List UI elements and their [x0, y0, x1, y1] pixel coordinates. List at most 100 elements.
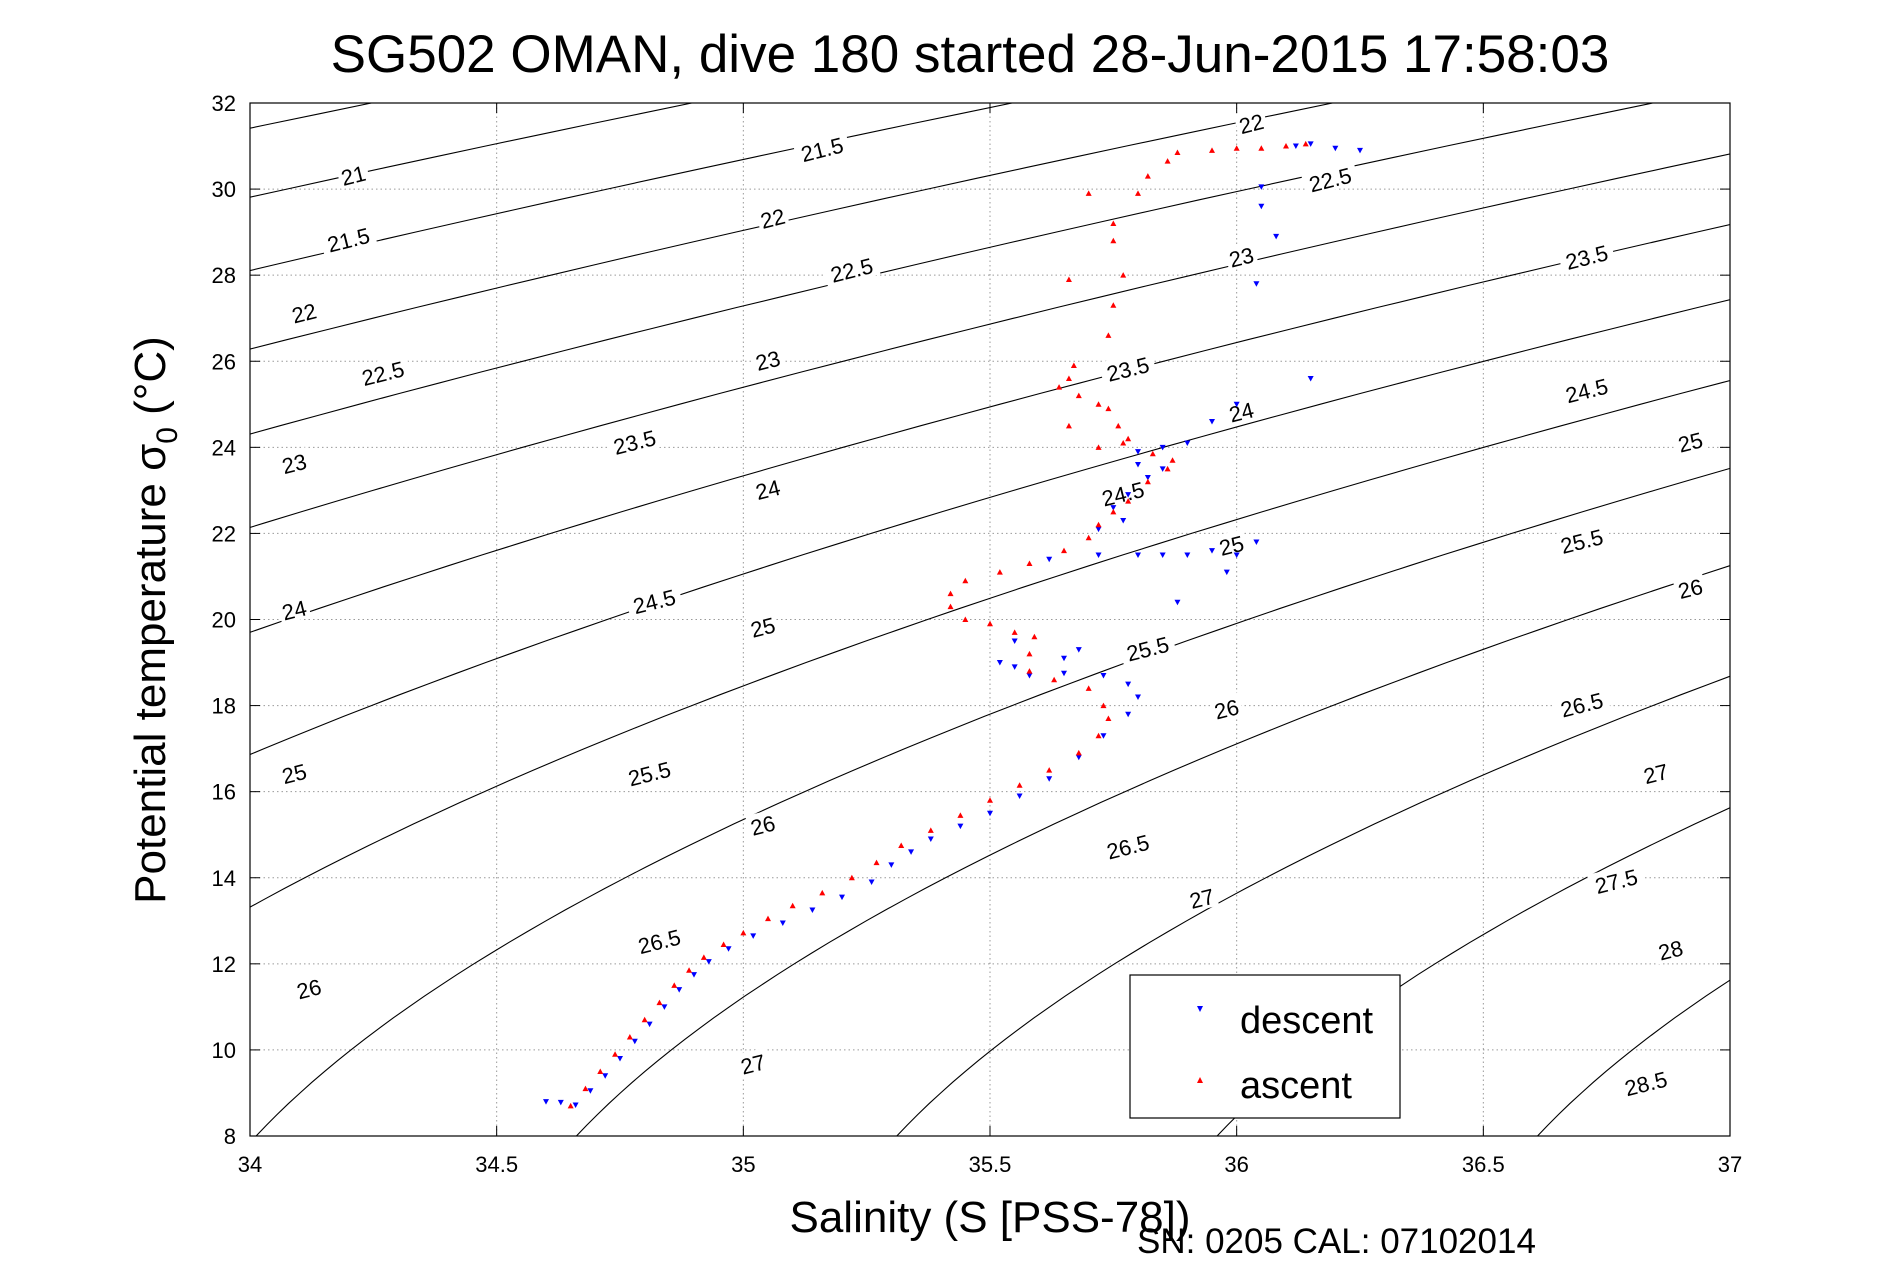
x-tick-label: 34.5 — [475, 1152, 518, 1177]
descent-point — [1095, 526, 1102, 533]
contour-label-halo — [1098, 827, 1157, 864]
legend-label-ascent: ascent — [1240, 1065, 1352, 1107]
contour-label-halo — [1616, 1064, 1675, 1101]
isopycnal-line — [896, 675, 1730, 1136]
ascent-point — [898, 842, 905, 848]
contour-label-text: 26 — [294, 974, 324, 1004]
contour-label-text: 25 — [279, 759, 309, 789]
y-tick-label: 20 — [212, 608, 236, 633]
x-axis-label: Salinity (S [PSS-78]) — [789, 1193, 1190, 1242]
contour-label-halo — [1652, 933, 1688, 965]
ascent-point — [1110, 508, 1117, 515]
ascent-point — [1095, 401, 1102, 407]
descent-point — [1174, 599, 1181, 606]
descent-point — [1223, 569, 1230, 576]
contour-label: 23 — [1223, 240, 1259, 273]
y-tick-label: 28 — [212, 263, 236, 288]
y-tick-label: 30 — [212, 177, 236, 202]
ascent-point — [1110, 237, 1117, 244]
ascent-point — [1065, 276, 1072, 282]
contour-label-halo — [276, 447, 312, 478]
isopycnal-line — [250, 379, 1730, 908]
descent-point — [1159, 444, 1166, 451]
ascent-point — [765, 915, 771, 922]
ascent-point — [1164, 465, 1171, 472]
descent-point — [1135, 552, 1141, 558]
contour-label-halo — [1300, 160, 1360, 197]
contour-label-halo — [620, 754, 679, 791]
contour-label-halo — [291, 972, 327, 1004]
ascent-point — [1302, 140, 1309, 147]
descent-point — [1184, 552, 1191, 558]
contour-label-halo — [1233, 107, 1269, 138]
ascent-point — [962, 616, 969, 622]
y-axis-label-main: Potential temperature σ — [126, 444, 175, 904]
descent-point — [908, 849, 915, 855]
x-tick-label: 35.5 — [969, 1152, 1012, 1177]
descent-point — [1292, 143, 1299, 150]
contour-label: 26 — [291, 972, 327, 1004]
descent-point — [691, 972, 697, 978]
ascent-point — [987, 620, 993, 627]
contour-label: 27 — [1184, 882, 1220, 914]
legend-label-descent: descent — [1240, 1000, 1374, 1042]
descent-point — [572, 1102, 579, 1109]
contour-label-halo — [1672, 572, 1708, 603]
ascent-point — [819, 889, 826, 896]
contour-label-halo — [1557, 237, 1616, 275]
legend: descent ascent — [1129, 974, 1401, 1119]
isopycnal-line — [250, 299, 1730, 756]
isopycnal-line — [250, 103, 692, 198]
descent-point — [1075, 647, 1082, 653]
descent-point — [1233, 552, 1240, 558]
isopycnal-line — [250, 103, 372, 129]
ascent-point — [1110, 302, 1117, 308]
isopycnal-line — [250, 103, 1013, 272]
descent-point — [1095, 552, 1102, 558]
contour-label: 22 — [754, 201, 790, 234]
contour-label: 24 — [750, 473, 785, 505]
contour-label-text: 26 — [1675, 574, 1705, 604]
x-tick-label: 37 — [1718, 1152, 1742, 1177]
ascent-point — [848, 874, 855, 881]
x-tick-label: 35 — [731, 1152, 755, 1177]
descent-point — [809, 907, 816, 914]
ascent-point — [1026, 560, 1033, 567]
isopycnal-line — [250, 224, 1730, 633]
ascent-point — [626, 1034, 633, 1040]
axis-ticks — [249, 102, 1731, 1137]
contour-label-halo — [1586, 861, 1646, 899]
contour-label-text: 25 — [1217, 531, 1247, 561]
ascent-point — [1115, 422, 1122, 429]
descent-point — [1159, 466, 1166, 472]
descent-point — [1135, 462, 1141, 468]
contour-label-halo — [1184, 882, 1220, 913]
ascent-point — [641, 1016, 648, 1023]
isopycnal-line — [255, 467, 1730, 1136]
ascent-point — [671, 982, 678, 988]
contour-label: 23 — [276, 447, 312, 479]
descent-point — [987, 810, 993, 817]
descent-point — [557, 1099, 564, 1106]
descent-point — [1233, 401, 1240, 408]
ascent-point — [1026, 650, 1033, 657]
descent-point — [750, 933, 757, 939]
contour-label-text: 24 — [279, 595, 309, 625]
contour-label: 24.5 — [624, 582, 684, 619]
ascent-point — [789, 902, 796, 909]
descent-point — [868, 879, 875, 886]
descent-point — [1011, 638, 1018, 645]
ascent-point — [927, 827, 934, 833]
descent-point — [996, 660, 1003, 666]
contour-label-text: 22 — [758, 204, 788, 234]
contour-label: 27 — [735, 1047, 771, 1080]
contour-label-text: 28 — [1656, 935, 1686, 965]
descent-point — [1110, 505, 1117, 511]
contour-label-halo — [754, 201, 790, 233]
contour-label-halo — [1093, 474, 1152, 511]
ascent-point — [1105, 715, 1112, 721]
y-axis-label-subscript: 0 — [151, 427, 184, 444]
contour-label-halo — [1672, 425, 1708, 457]
